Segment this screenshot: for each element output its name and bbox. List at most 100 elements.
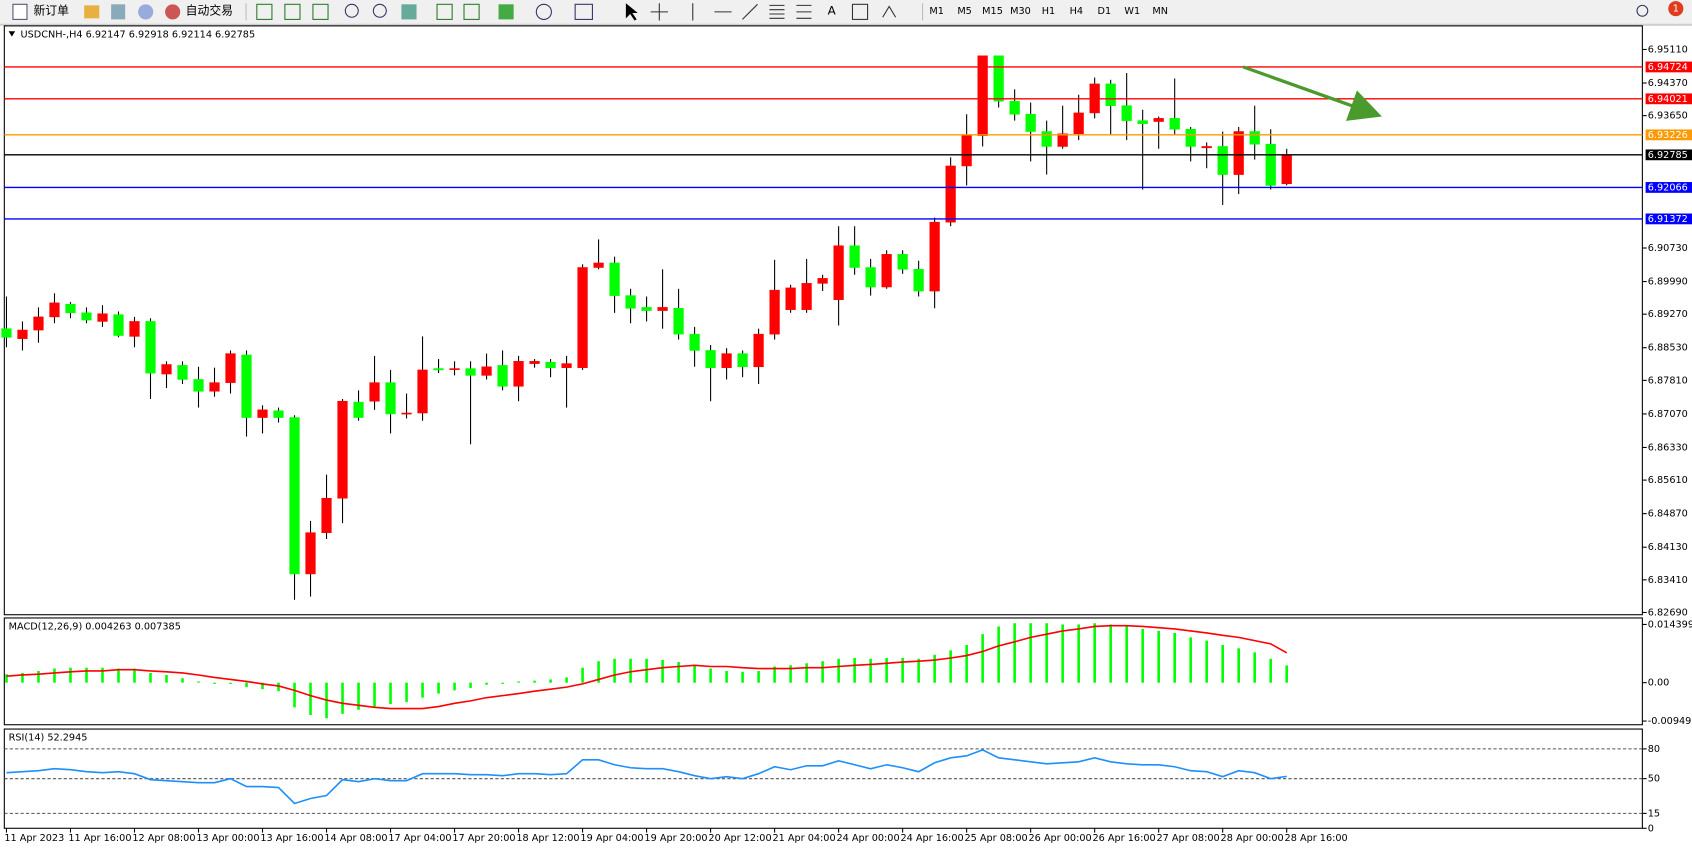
y-tick-label: 6.89270 [1648,309,1688,320]
candle-body [1137,120,1148,125]
zoom-in[interactable] [344,3,359,18]
y-tick-label: 6.85610 [1648,475,1688,486]
icon[interactable] [312,3,329,20]
x-tick-label: 28 Apr 16:00 [1285,833,1348,844]
timeframe-button[interactable]: M5 [957,6,972,17]
candle-body [1,328,12,338]
candle-body [241,354,252,418]
fibo-tool[interactable] [796,4,812,19]
price-level-label: 6.91372 [1648,214,1688,225]
y-tick-label: 6.87810 [1648,375,1688,386]
macd-bar [5,674,8,683]
candle-body [673,308,684,335]
x-tick-label: 25 Apr 08:00 [964,833,1027,844]
timeframes: M1 M5 M15 M30 H1 H4 D1 W1 MN [929,6,1168,17]
icon[interactable] [138,4,154,20]
macd-bar [485,682,488,685]
cursor-tool[interactable] [625,3,638,21]
icon[interactable] [535,3,552,20]
y-tick-label: 6.82690 [1648,607,1688,618]
icon[interactable] [401,4,417,20]
icon[interactable] [84,5,100,19]
candle-body [289,417,300,575]
icon[interactable] [436,3,453,20]
macd-bar [693,665,696,683]
candle-body [849,245,860,268]
timeframe-button[interactable]: MN [1152,6,1168,17]
panel-title: USDCNH-,H4 6.92147 6.92918 6.92114 6.927… [21,30,256,41]
candle-body [945,165,956,223]
channel-tool[interactable] [769,4,785,19]
macd-bar [501,682,504,684]
icon[interactable] [111,4,126,20]
timeframe-button[interactable]: H1 [1042,6,1055,17]
timeframe-button[interactable]: H4 [1070,6,1083,17]
shapes-tool[interactable] [882,5,897,18]
search[interactable] [1636,4,1649,17]
notification-badge[interactable] [1668,1,1684,17]
macd-bar [149,672,152,683]
icon[interactable] [284,3,301,20]
zoom-out[interactable] [372,3,387,18]
candle-body [609,262,620,296]
signal-line [6,624,1288,710]
macd-bar [533,680,536,683]
candle-body [65,303,76,314]
candle-body [1249,131,1260,145]
candle-body [1153,118,1164,122]
icon[interactable] [463,3,480,20]
macd-bar [53,668,56,683]
macd-bar [133,668,136,683]
new-order-button[interactable]: 新订单 [33,3,69,17]
candle-body [145,321,156,374]
y-tick-label: 6.87070 [1648,409,1688,420]
toolbar: 新订单 自动交易 A M1 M5 M15 M30 H1 H4 D1 W1 MN 1 [0,0,1692,24]
timeframe-button[interactable]: D1 [1098,6,1112,17]
macd-bar [1077,624,1080,683]
x-tick-label: 21 Apr 04:00 [772,833,835,844]
macd-bar [181,678,184,683]
macd-bar [213,682,216,684]
candle-body [625,295,636,309]
timeframe-button[interactable]: M1 [929,6,944,17]
macd-bar [917,658,920,683]
y-tick-label: 0.014399 [1648,619,1692,630]
macd-bar [565,677,568,683]
macd-bar [581,667,584,683]
y-tick-label: 6.88530 [1648,343,1688,354]
timeframe-button[interactable]: M30 [1010,6,1031,17]
y-tick-label: 6.89990 [1648,277,1688,288]
macd-bar [1125,625,1128,683]
macd-bar [37,670,40,683]
icon[interactable] [498,4,514,20]
new-order-icon[interactable] [12,3,28,20]
price-level-label: 6.92785 [1648,150,1688,161]
macd-bar [357,682,360,710]
timeframe-button[interactable]: M15 [982,6,1003,17]
macd-bar [1013,623,1016,683]
candle-body [225,353,236,383]
candle-body [561,363,572,368]
macd-bar [725,670,728,683]
icon[interactable] [574,3,593,20]
trendline-tool[interactable] [742,3,758,20]
candle-body [641,307,652,311]
crosshair-tool[interactable] [650,3,668,21]
auto-trading-icon[interactable] [165,4,181,20]
x-tick-label: 19 Apr 20:00 [644,833,707,844]
text-tool[interactable]: A [828,3,837,17]
candle-body [1073,112,1084,135]
y-tick-label: 80 [1648,744,1660,755]
price-level-tag [1645,213,1692,225]
timeframe-button[interactable]: W1 [1124,6,1140,17]
label-tool[interactable] [851,3,869,20]
macd-bar [1205,640,1208,683]
candle-body [1009,100,1020,115]
macd-bar [965,645,968,683]
icon[interactable] [256,3,273,20]
macd-bar [677,662,680,683]
macd-bar [117,668,120,683]
auto-trading-button[interactable]: 自动交易 [186,3,233,17]
toolbar-bg [0,0,1692,24]
